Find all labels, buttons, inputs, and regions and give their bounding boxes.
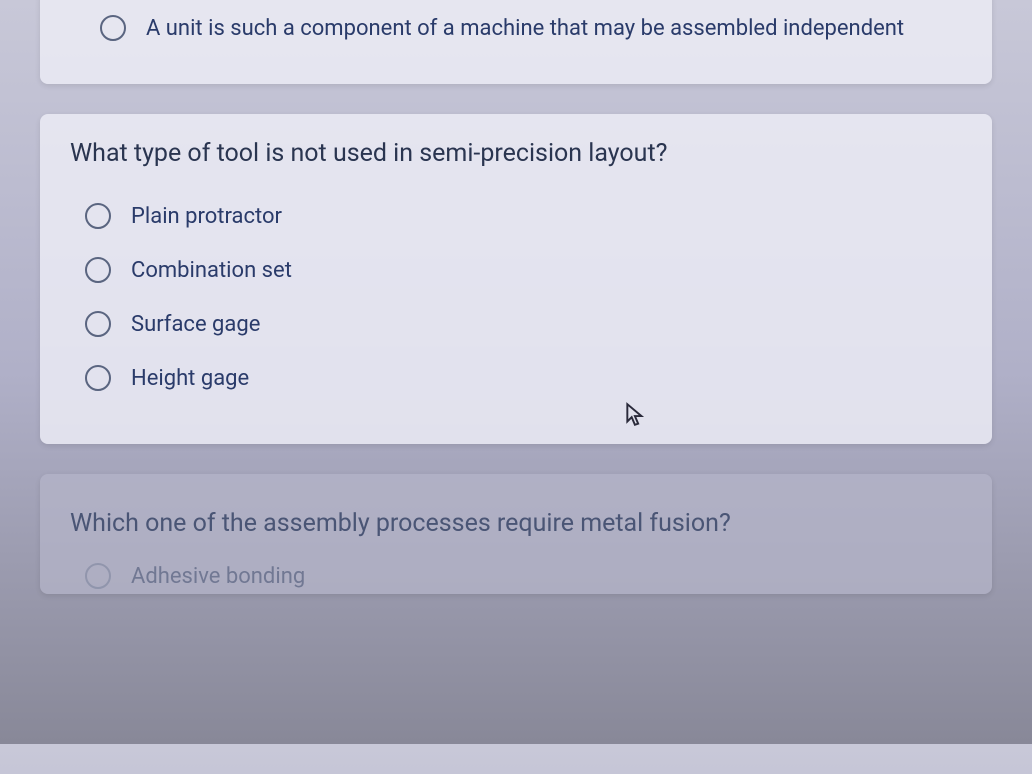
option-label: A unit is such a component of a machine … bbox=[146, 16, 904, 41]
question-card-3: Which one of the assembly processes requ… bbox=[40, 474, 992, 594]
option-label: Plain protractor bbox=[131, 204, 282, 229]
radio-button[interactable] bbox=[85, 257, 111, 283]
option-row[interactable]: Plain protractor bbox=[70, 203, 962, 229]
option-label: Adhesive bonding bbox=[131, 564, 305, 589]
option-row[interactable]: Combination set bbox=[70, 257, 962, 283]
option-row[interactable]: Height gage bbox=[70, 365, 962, 391]
radio-button[interactable] bbox=[85, 311, 111, 337]
radio-button[interactable] bbox=[85, 203, 111, 229]
option-label: Height gage bbox=[131, 366, 249, 391]
option-row[interactable]: Surface gage bbox=[70, 311, 962, 337]
radio-button[interactable] bbox=[85, 563, 111, 589]
question-card-1: Subassembly is such a component of a mac… bbox=[40, 0, 992, 84]
question-text: Which one of the assembly processes requ… bbox=[70, 509, 962, 538]
radio-button[interactable] bbox=[100, 15, 126, 41]
question-text: What type of tool is not used in semi-pr… bbox=[70, 139, 962, 168]
option-row[interactable]: Adhesive bonding bbox=[70, 563, 962, 589]
radio-button[interactable] bbox=[85, 365, 111, 391]
option-label: Combination set bbox=[131, 258, 292, 283]
option-row[interactable]: A unit is such a component of a machine … bbox=[70, 15, 962, 41]
option-label: Surface gage bbox=[131, 312, 260, 337]
question-card-2: What type of tool is not used in semi-pr… bbox=[40, 114, 992, 444]
